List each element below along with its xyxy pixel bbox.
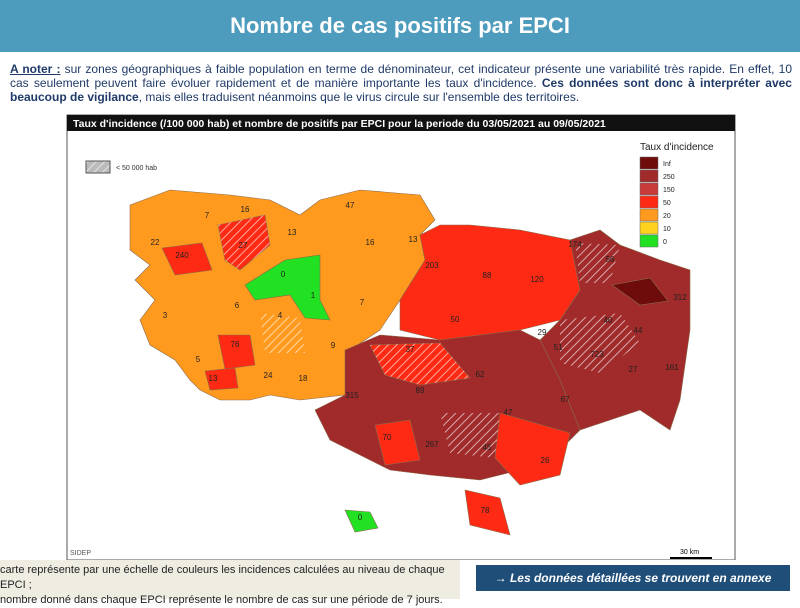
region-label: 47 (346, 201, 355, 210)
region-label: 5 (196, 355, 201, 364)
region-label: 7 (205, 211, 210, 220)
note: A noter : sur zones géographiques à faib… (10, 62, 792, 104)
region-label: 51 (554, 343, 563, 352)
region-label: 29 (538, 328, 547, 337)
note-emphasis: Ces données sont donc à interpréter avec… (10, 76, 792, 104)
region-label: 45 (483, 443, 492, 452)
region-label: 315 (345, 391, 359, 400)
region-label: 18 (299, 374, 308, 383)
region-label: 7 (360, 298, 365, 307)
legend-label: Inf (663, 161, 671, 168)
region-label: 723 (590, 350, 604, 359)
region-label: 1 (311, 291, 316, 300)
region-label: 3 (163, 311, 168, 320)
region-label: 0 (281, 270, 286, 279)
region (204, 367, 239, 391)
legend-swatch (639, 182, 659, 196)
region-label: 50 (451, 315, 460, 324)
region (344, 509, 379, 533)
legend-swatch (639, 208, 659, 222)
region-label: 203 (425, 261, 439, 270)
map: Taux d'incidence (/100 000 hab) et nombr… (66, 114, 736, 560)
region-label: 76 (231, 340, 240, 349)
region-label: 16 (366, 238, 375, 247)
region (611, 277, 669, 306)
region (161, 242, 213, 276)
scale-label: 30 km (680, 549, 699, 556)
legend: Inf 250 150 50 20 10 0 (639, 156, 675, 248)
region (217, 334, 256, 370)
region-label: 70 (383, 433, 392, 442)
footer-line: carte représente par une échelle de coul… (0, 564, 445, 591)
region (399, 224, 581, 341)
map-title-bar (67, 115, 735, 131)
region-label: 6 (235, 301, 240, 310)
region-label: 161 (665, 363, 679, 372)
region-label: 56 (606, 255, 615, 264)
region-label: 13 (209, 374, 218, 383)
region-label: 120 (530, 275, 544, 284)
region (464, 489, 511, 536)
region-label: 0 (358, 513, 363, 522)
region-label: 24 (264, 371, 273, 380)
region-label: 27 (629, 365, 638, 374)
region-label: 47 (504, 408, 513, 417)
legend-swatch (639, 169, 659, 183)
legend-swatch (639, 156, 659, 170)
legend-swatch (639, 221, 659, 235)
region-label: 13 (409, 235, 418, 244)
note-text: sur zones géographiques à faible populat… (10, 62, 792, 90)
legend-label: 150 (663, 187, 675, 194)
footer-line: nombre donné dans chaque EPCI représente… (0, 594, 443, 606)
region-label: 27 (239, 241, 248, 250)
map-source: SIDEP (70, 550, 91, 557)
region-label: 78 (481, 506, 490, 515)
region-label: 89 (416, 386, 425, 395)
hatch-swatch-overlay (85, 160, 111, 174)
legend-label: 10 (663, 226, 671, 233)
note-ending: , mais elles traduisent néanmoins que le… (138, 90, 580, 104)
region-label: 67 (561, 395, 570, 404)
region-label: 37 (406, 345, 415, 354)
annex-link[interactable]: → Les données détaillées se trouvent en … (476, 565, 790, 591)
region-label: 26 (541, 456, 550, 465)
region-label: 4 (278, 311, 283, 320)
legend-label: 0 (663, 239, 667, 246)
region-label: 267 (425, 440, 439, 449)
legend-swatch (639, 195, 659, 209)
region (494, 412, 571, 486)
note-label: A noter : (10, 62, 61, 76)
region-label: 240 (175, 251, 189, 260)
page-title: Nombre de cas positifs par EPCI (0, 0, 800, 52)
region-label: 13 (288, 228, 297, 237)
legend-label: 250 (663, 174, 675, 181)
region (244, 254, 331, 321)
region-label: 88 (483, 271, 492, 280)
hatch-legend: < 50 000 hab (116, 165, 157, 172)
region-label: 16 (241, 205, 250, 214)
legend-swatch (639, 234, 659, 248)
region-label: 62 (476, 370, 485, 379)
map-title: Taux d'incidence (/100 000 hab) et nombr… (73, 118, 606, 130)
region-label: 312 (673, 293, 687, 302)
region-label: 174 (568, 240, 582, 249)
region (374, 419, 421, 466)
region-label: 22 (151, 238, 160, 247)
region-label: 44 (634, 326, 643, 335)
legend-label: 20 (663, 213, 671, 220)
footer-note: carte représente par une échelle de coul… (0, 560, 460, 606)
region-label: 40 (604, 316, 613, 325)
legend-label: 50 (663, 200, 671, 207)
legend-title: Taux d'incidence (640, 142, 714, 153)
region-label: 9 (331, 341, 336, 350)
hatched-areas (218, 215, 640, 458)
